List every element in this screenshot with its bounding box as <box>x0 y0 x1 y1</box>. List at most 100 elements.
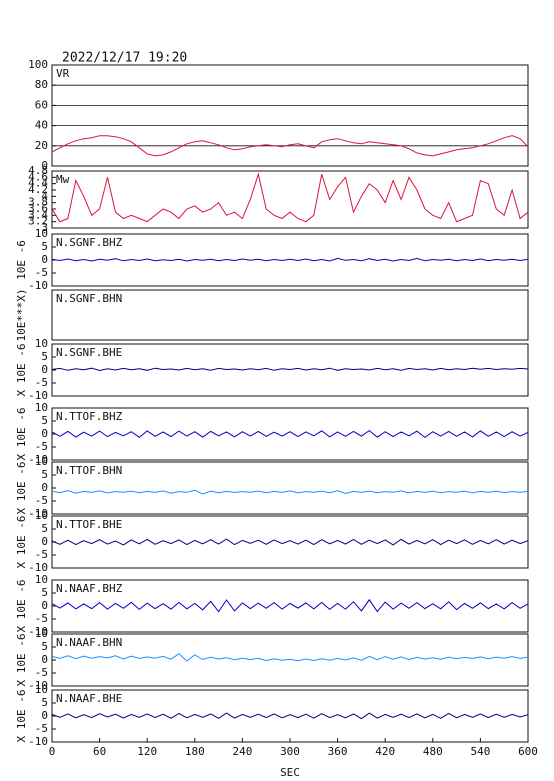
y-tick-label: 3 <box>41 221 48 234</box>
x-tick-label: 600 <box>518 745 538 758</box>
y-tick-label: -10 <box>28 561 48 574</box>
trace <box>51 653 529 662</box>
y-axis-label: X 10E -6 <box>15 344 28 397</box>
x-tick-label: 180 <box>185 745 205 758</box>
y-tick-label: 0 <box>41 159 48 172</box>
panel-label: N.TTOF.BHE <box>56 518 122 531</box>
chart-title: 2022/12/17 19:20 <box>62 51 187 66</box>
y-tick-label: -5 <box>35 266 48 279</box>
panel-frame <box>51 64 529 167</box>
y-tick-label: 80 <box>35 78 48 91</box>
y-tick-label: 5 <box>41 468 48 481</box>
y-tick-label: -5 <box>35 440 48 453</box>
x-tick-label: 420 <box>375 745 395 758</box>
trace <box>51 429 529 439</box>
panel-label: N.NAAF.BHZ <box>56 582 123 595</box>
y-tick-label: 10 <box>35 337 48 350</box>
y-tick-label: 0 <box>41 481 48 494</box>
x-tick-label: 360 <box>328 745 348 758</box>
y-tick-label: -5 <box>35 666 48 679</box>
y-tick-label: 0 <box>41 599 48 612</box>
panel-frame <box>51 170 529 229</box>
y-tick-label: 10 <box>35 573 48 586</box>
y-tick-label: 100 <box>28 58 48 71</box>
y-tick-label: -10 <box>28 735 48 748</box>
y-tick-label: 0 <box>41 363 48 376</box>
y-tick-label: 5 <box>41 640 48 653</box>
y-tick-label: 10 <box>35 627 48 640</box>
x-tick-label: 120 <box>137 745 157 758</box>
y-tick-label: 5 <box>41 350 48 363</box>
y-tick-label: -10 <box>28 279 48 292</box>
y-tick-label: -5 <box>35 494 48 507</box>
y-axis-label: 10E***X) <box>15 289 28 342</box>
trace <box>51 367 529 372</box>
x-axis-label: SEC <box>280 766 300 779</box>
panel-label: N.SGNF.BHZ <box>56 236 123 249</box>
y-tick-label: 0 <box>41 427 48 440</box>
panel-frame <box>51 461 529 515</box>
y-tick-label: 4.2 <box>28 183 48 196</box>
y-tick-label: 0 <box>41 535 48 548</box>
y-tick-label: 3.2 <box>28 215 48 228</box>
y-tick-label: -5 <box>35 548 48 561</box>
panel-frame <box>51 289 529 341</box>
y-tick-label: 40 <box>35 119 48 132</box>
panel-frame <box>51 233 529 287</box>
y-axis-label: X 10E -6 <box>15 634 28 687</box>
y-tick-label: 20 <box>35 139 48 152</box>
y-tick-label: 3.4 <box>28 208 48 221</box>
y-tick-label: 3.6 <box>28 202 48 215</box>
y-tick-label: 5 <box>41 414 48 427</box>
panel-frame <box>51 689 529 743</box>
trace <box>51 538 529 546</box>
panel-frame <box>51 579 529 633</box>
y-tick-label: -5 <box>35 376 48 389</box>
trace <box>51 172 529 223</box>
panel-label: VR <box>56 67 70 80</box>
panel-label: N.SGNF.BHE <box>56 346 122 359</box>
y-axis-label: X 10E -6 <box>15 690 28 743</box>
y-axis-label: X 10E -6 <box>15 408 28 461</box>
y-tick-label: 10 <box>35 683 48 696</box>
y-tick-label: 4.4 <box>28 177 48 190</box>
trace <box>51 135 529 157</box>
panel-label: N.SGNF.BHN <box>56 292 122 305</box>
y-tick-label: 5 <box>41 240 48 253</box>
x-tick-label: 0 <box>49 745 56 758</box>
y-tick-label: 5 <box>41 696 48 709</box>
y-tick-label: 10 <box>35 227 48 240</box>
panel-frame <box>51 407 529 461</box>
y-tick-label: 0 <box>41 709 48 722</box>
y-tick-label: 4 <box>41 189 48 202</box>
y-tick-label: 10 <box>35 401 48 414</box>
panel-label: Mw <box>56 173 70 186</box>
panel-frame <box>51 633 529 687</box>
trace <box>51 489 529 495</box>
y-tick-label: 4.8 <box>28 164 48 177</box>
y-tick-label: 60 <box>35 98 48 111</box>
y-tick-label: -10 <box>28 625 48 638</box>
y-axis-label: 10E -6 <box>15 240 28 280</box>
y-tick-label: -5 <box>35 722 48 735</box>
trace <box>51 598 529 613</box>
y-tick-label: -5 <box>35 612 48 625</box>
x-tick-label: 480 <box>423 745 443 758</box>
y-tick-label: -10 <box>28 453 48 466</box>
x-tick-label: 60 <box>93 745 106 758</box>
y-tick-label: 5 <box>41 522 48 535</box>
x-tick-label: 240 <box>232 745 252 758</box>
x-tick-label: 540 <box>470 745 490 758</box>
x-tick-label: 300 <box>280 745 300 758</box>
trace <box>51 712 529 720</box>
y-tick-label: -10 <box>28 679 48 692</box>
y-tick-label: 0 <box>41 653 48 666</box>
y-tick-label: 0 <box>41 253 48 266</box>
y-tick-label: 5 <box>41 586 48 599</box>
y-tick-label: 3.8 <box>28 196 48 209</box>
y-tick-label: -10 <box>28 389 48 402</box>
y-axis-label: X 10E -6 <box>15 580 28 633</box>
trace <box>51 257 529 262</box>
panel-label: N.TTOF.BHZ <box>56 410 123 423</box>
